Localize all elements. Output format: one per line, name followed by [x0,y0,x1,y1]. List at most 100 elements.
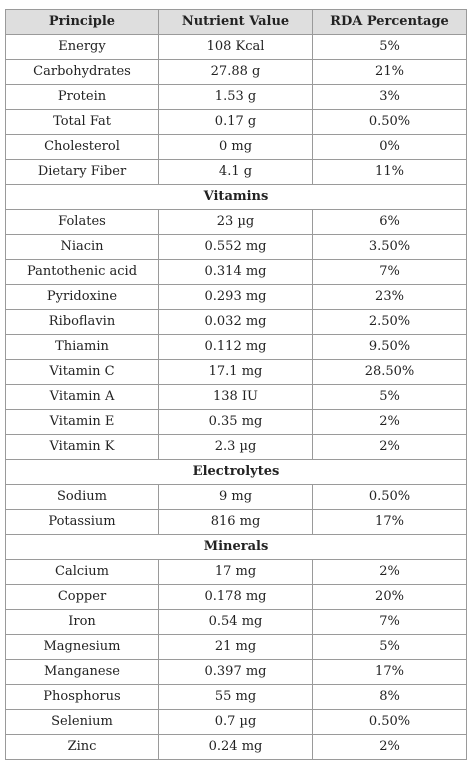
table-row: Vitamin C 17.1 mg 28.50% [5,359,467,385]
nutrient-value-cell: 1.53 g [158,84,313,110]
rda-percentage-cell: 0.50% [312,709,467,735]
nutrient-value-cell: 55 mg [158,684,313,710]
nutrient-value-cell: 9 mg [158,484,313,510]
nutrient-value-cell: 0.397 mg [158,659,313,685]
rda-percentage-cell: 9.50% [312,334,467,360]
principle-cell: Carbohydrates [5,59,159,85]
principle-cell: Phosphorus [5,684,159,710]
table-row: Pyridoxine 0.293 mg 23% [5,284,467,310]
header-row: Principle Nutrient Value RDA Percentage [5,9,467,35]
rda-percentage-cell: 7% [312,609,467,635]
rda-percentage-cell: 11% [312,159,467,185]
table-header: Principle Nutrient Value RDA Percentage [5,9,467,35]
rda-percentage-cell: 21% [312,59,467,85]
nutrient-value-cell: 0.178 mg [158,584,313,610]
nutrient-value-cell: 27.88 g [158,59,313,85]
nutrient-value-cell: 108 Kcal [158,34,313,60]
principle-cell: Vitamin C [5,359,159,385]
nutrient-value-cell: 0.032 mg [158,309,313,335]
section-row: Minerals [5,534,467,560]
rda-percentage-cell: 2% [312,559,467,585]
nutrient-value-cell: 21 mg [158,634,313,660]
table-row: Folates 23 µg 6% [5,209,467,235]
rda-percentage-cell: 5% [312,384,467,410]
rda-percentage-cell: 7% [312,259,467,285]
header-principle: Principle [5,9,159,35]
principle-cell: Vitamin E [5,409,159,435]
nutrient-value-cell: 17.1 mg [158,359,313,385]
principle-cell: Iron [5,609,159,635]
nutrient-value-cell: 0.7 µg [158,709,313,735]
principle-cell: Niacin [5,234,159,260]
nutrient-value-cell: 4.1 g [158,159,313,185]
nutrient-value-cell: 0.112 mg [158,334,313,360]
nutrient-value-cell: 0.54 mg [158,609,313,635]
principle-cell: Potassium [5,509,159,535]
principle-cell: Magnesium [5,634,159,660]
rda-percentage-cell: 6% [312,209,467,235]
table-row: Dietary Fiber 4.1 g 11% [5,159,467,185]
rda-percentage-cell: 5% [312,634,467,660]
principle-cell: Dietary Fiber [5,159,159,185]
nutrient-value-cell: 0.293 mg [158,284,313,310]
section-title: Electrolytes [5,459,467,485]
table-row: Cholesterol 0 mg 0% [5,134,467,160]
table-row: Copper 0.178 mg 20% [5,584,467,610]
principle-cell: Pyridoxine [5,284,159,310]
header-nutrient-value: Nutrient Value [158,9,313,35]
principle-cell: Protein [5,84,159,110]
table-row: Magnesium 21 mg 5% [5,634,467,660]
nutrient-value-cell: 0.314 mg [158,259,313,285]
nutrient-value-cell: 17 mg [158,559,313,585]
table-row: Thiamin 0.112 mg 9.50% [5,334,467,360]
principle-cell: Calcium [5,559,159,585]
table-row: Niacin 0.552 mg 3.50% [5,234,467,260]
rda-percentage-cell: 0% [312,134,467,160]
table-row: Total Fat 0.17 g 0.50% [5,109,467,135]
principle-cell: Selenium [5,709,159,735]
table-row: Manganese 0.397 mg 17% [5,659,467,685]
nutrient-value-cell: 0.24 mg [158,734,313,760]
section-title: Vitamins [5,184,467,210]
table-row: Carbohydrates 27.88 g 21% [5,59,467,85]
table-row: Calcium 17 mg 2% [5,559,467,585]
rda-percentage-cell: 5% [312,34,467,60]
nutrient-table: Principle Nutrient Value RDA Percentage … [5,9,467,760]
rda-percentage-cell: 3% [312,84,467,110]
nutrient-value-cell: 0.35 mg [158,409,313,435]
principle-cell: Zinc [5,734,159,760]
principle-cell: Riboflavin [5,309,159,335]
nutrient-value-cell: 0.552 mg [158,234,313,260]
rda-percentage-cell: 8% [312,684,467,710]
nutrient-value-cell: 0 mg [158,134,313,160]
nutrient-value-cell: 0.17 g [158,109,313,135]
table-row: Potassium 816 mg 17% [5,509,467,535]
principle-cell: Vitamin A [5,384,159,410]
table-row: Vitamin K 2.3 µg 2% [5,434,467,460]
section-row: Electrolytes [5,459,467,485]
rda-percentage-cell: 2% [312,409,467,435]
table-row: Iron 0.54 mg 7% [5,609,467,635]
table-row: Pantothenic acid 0.314 mg 7% [5,259,467,285]
principle-cell: Copper [5,584,159,610]
section-title: Minerals [5,534,467,560]
rda-percentage-cell: 28.50% [312,359,467,385]
table-row: Vitamin A 138 IU 5% [5,384,467,410]
rda-percentage-cell: 17% [312,509,467,535]
rda-percentage-cell: 2% [312,434,467,460]
rda-percentage-cell: 17% [312,659,467,685]
nutrient-value-cell: 23 µg [158,209,313,235]
principle-cell: Cholesterol [5,134,159,160]
principle-cell: Vitamin K [5,434,159,460]
table-row: Selenium 0.7 µg 0.50% [5,709,467,735]
table-row: Zinc 0.24 mg 2% [5,734,467,760]
rda-percentage-cell: 2.50% [312,309,467,335]
header-rda-percentage: RDA Percentage [312,9,467,35]
table-row: Riboflavin 0.032 mg 2.50% [5,309,467,335]
section-row: Vitamins [5,184,467,210]
principle-cell: Pantothenic acid [5,259,159,285]
table-body: Energy 108 Kcal 5% Carbohydrates 27.88 g 21% P… [5,34,467,760]
rda-percentage-cell: 3.50% [312,234,467,260]
principle-cell: Thiamin [5,334,159,360]
table-row: Vitamin E 0.35 mg 2% [5,409,467,435]
